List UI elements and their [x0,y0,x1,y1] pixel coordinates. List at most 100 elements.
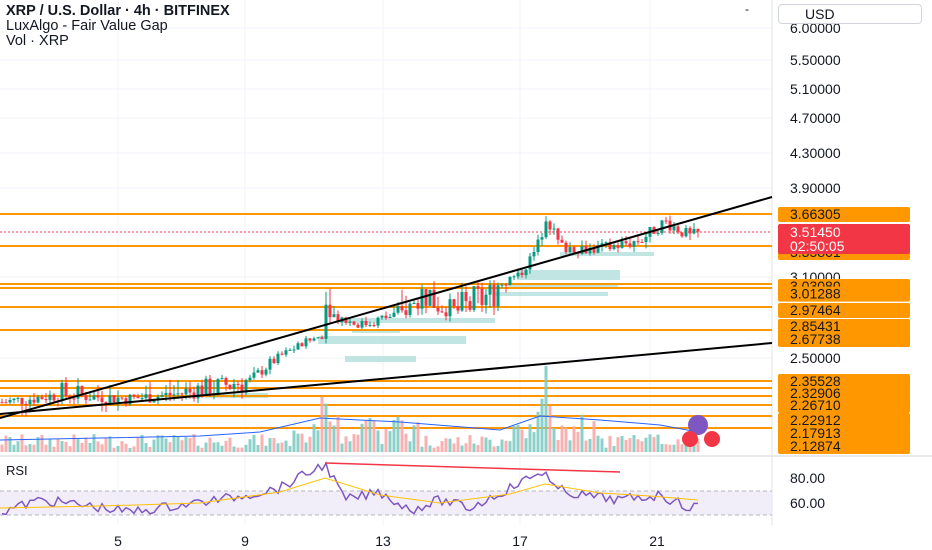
volume-bar [52,446,56,452]
candle-body [268,358,272,370]
level-labels: 3.663053.358613.030803.012882.974642.854… [778,206,910,454]
candle-body [476,286,480,289]
volume-bar [236,447,240,452]
volume-bar [140,434,144,452]
volume-bar [16,441,20,452]
candle-body [308,338,312,341]
volume-bar [476,445,480,452]
candle-body [688,227,692,234]
candle-body [48,394,52,401]
candle-body [608,242,612,250]
volume-bar [448,438,452,452]
candle-body [16,397,20,399]
rsi-label[interactable]: RSI [6,463,28,478]
volume-bar [620,436,624,452]
volume-bar [456,437,460,452]
volume-bar [376,430,380,452]
volume-bar [176,436,180,452]
volume-bar [516,425,520,452]
candle-body [100,397,104,403]
volume-bar [188,437,192,452]
volume-bar [540,398,544,452]
indicator-label[interactable]: LuxAlgo - Fair Value Gap [6,18,168,34]
symbol-title[interactable]: XRP / U.S. Dollar · 4h · BITFINEX [6,3,230,19]
volume-bar [80,442,84,452]
volume-bar [392,420,396,452]
candle-body [440,311,444,313]
candle-body [396,306,400,313]
volume-bar [108,436,112,452]
candle-body [348,321,352,323]
volume-bar [364,420,368,452]
flag-icon [704,431,720,447]
candle-body [312,338,316,341]
level-label-bg [778,374,910,389]
price-tick: 5.50000 [790,52,841,68]
time-tick: 13 [375,533,391,549]
price-axis: 6.00000 5.50000 5.10000 4.70000 4.30000 3.900… [790,20,841,511]
candle-body [620,241,624,248]
volume-bar [680,444,684,452]
candle-body [512,276,516,278]
volume-bar [624,440,628,452]
volume-bar [116,445,120,452]
volume-bar [576,431,580,452]
candle-body [344,317,348,323]
level-label: 3.66305 [790,206,841,222]
candle-body [360,321,364,328]
volume-bar [20,434,24,452]
candle-body [496,285,500,307]
candle-body [468,301,472,310]
volume-bar [544,366,548,452]
volume-bar [0,444,4,452]
volume-bar [648,434,652,452]
price-tick: 2.50000 [790,350,841,366]
volume-bar [288,446,292,452]
volume-bar [220,445,224,452]
volume-bar [104,438,108,452]
volume-bar [428,445,432,452]
level-label-bg [778,426,910,441]
candle-body [412,303,416,305]
candle-body [372,325,376,327]
volume-bar [268,438,272,452]
candle-body [120,397,124,399]
candle-body [560,239,564,243]
level-label: 2.22912 [790,412,841,428]
candle-body [580,246,584,254]
candle-body [80,385,84,396]
volume-bar [424,435,428,452]
candle-body [104,402,108,404]
volume-bar [120,441,124,452]
candle-body [680,232,684,237]
volume-bar [580,414,584,452]
volume-bar [284,440,288,452]
candle-body [164,392,168,396]
candle-body [628,243,632,247]
time-tick: 9 [241,533,249,549]
candle-body [252,372,256,378]
volume-bar [252,434,256,452]
candle-body [260,370,264,375]
volume-bar [504,440,508,452]
volume-label[interactable]: Vol · XRP [6,33,69,49]
fvg-box [340,318,495,323]
current-price-bg [778,224,910,254]
currency-button[interactable]: USD [778,4,922,24]
candle-body [352,321,356,325]
candle-body [276,353,280,364]
candle-body [572,247,576,253]
volume-bar [92,434,96,452]
candle-body [92,395,96,400]
volume-bar [352,434,356,452]
volume-bar [204,442,208,452]
candle-body [272,358,276,364]
volume-bar [372,420,376,452]
volume-bar [4,435,8,452]
volume-bar [592,421,596,452]
fvg-box [318,336,466,344]
volume-bar [152,439,156,452]
flag-icon [682,431,698,447]
candle-body [168,392,172,396]
